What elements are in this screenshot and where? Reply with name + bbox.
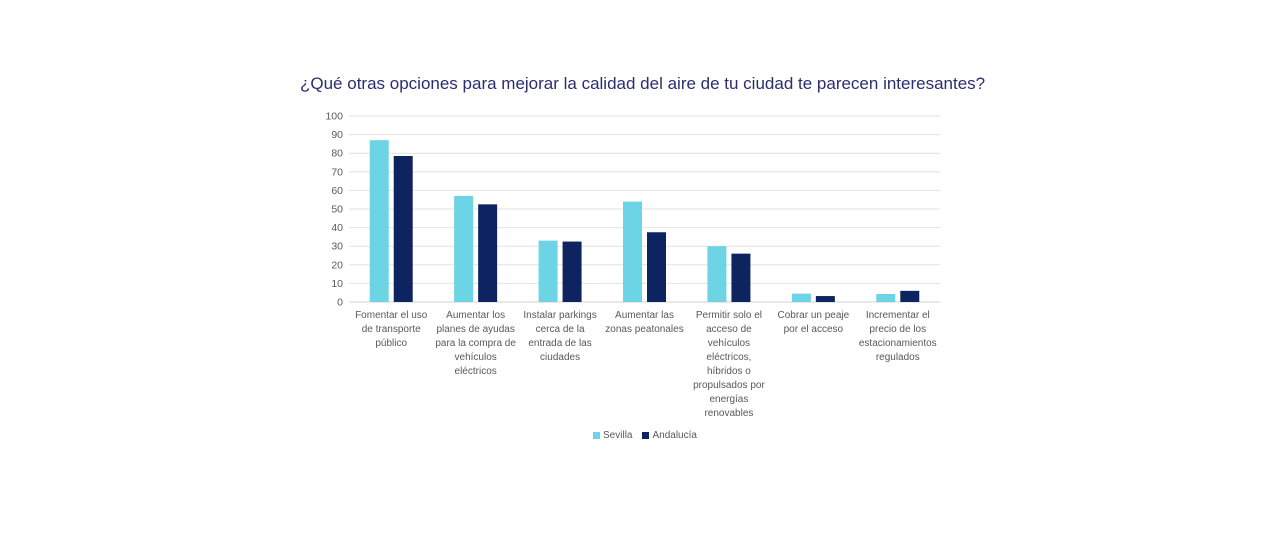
x-tick-label: Aumentar los planes de ayudas para la comp… xyxy=(435,310,516,377)
bar-andalucia-4 xyxy=(647,232,666,302)
y-tick-label: 80 xyxy=(331,148,343,160)
x-tick-label: Instalar parkings cerca de la entrada de l… xyxy=(523,310,597,363)
y-tick-label: 40 xyxy=(331,222,343,234)
y-tick-label: 70 xyxy=(331,166,343,178)
bar-andalucia-5 xyxy=(731,253,751,302)
x-tick-label: Cobrar un peaje por el acceso xyxy=(777,310,850,335)
legend-item-andalucia: Andalucía xyxy=(642,430,697,441)
bar-sevilla-1 xyxy=(369,140,389,302)
bar-sevilla-3 xyxy=(538,240,558,302)
gridlines xyxy=(349,115,940,303)
bar-andalucia-7 xyxy=(900,290,920,302)
y-tick-label: 10 xyxy=(331,278,343,290)
x-tick-label: Incrementar el precio de los estacionamien… xyxy=(858,310,937,363)
bar-sevilla-6 xyxy=(791,293,811,302)
y-tick-label: 30 xyxy=(331,241,343,253)
legend-swatch-sevilla xyxy=(593,432,601,439)
y-tick-label: 100 xyxy=(325,111,343,123)
bar-sevilla-7 xyxy=(876,294,896,302)
bars xyxy=(369,140,920,302)
y-tick-label: 50 xyxy=(331,204,343,216)
bar-sevilla-2 xyxy=(454,195,474,302)
x-tick-label: Aumentar las zonas peatonales xyxy=(605,310,684,335)
y-tick-label: 90 xyxy=(331,129,343,141)
bar-andalucia-2 xyxy=(478,204,498,302)
x-tick-label: Fomentar el uso de transporte público xyxy=(355,310,428,349)
x-tick-label: Permitir solo el acceso de vehículos eléctr… xyxy=(693,310,765,419)
y-tick-label: 0 xyxy=(337,297,343,309)
y-axis-ticks: 0 10 20 30 40 50 60 70 80 90 100 xyxy=(325,111,343,309)
legend: Sevilla Andalucía xyxy=(0,430,1280,441)
legend-label-sevilla: Sevilla xyxy=(603,430,633,441)
legend-swatch-andalucia xyxy=(642,432,650,439)
bar-andalucia-1 xyxy=(393,155,413,302)
legend-item-sevilla: Sevilla xyxy=(593,430,632,441)
bar-sevilla-4 xyxy=(623,201,642,302)
chart-title: ¿Qué otras opciones para mejorar la cali… xyxy=(300,74,986,93)
bar-sevilla-5 xyxy=(707,246,727,302)
legend-label-andalucia: Andalucía xyxy=(652,430,697,441)
y-tick-label: 60 xyxy=(331,185,343,197)
bar-andalucia-3 xyxy=(562,241,582,302)
bar-andalucia-6 xyxy=(815,296,835,302)
y-tick-label: 20 xyxy=(331,259,343,271)
